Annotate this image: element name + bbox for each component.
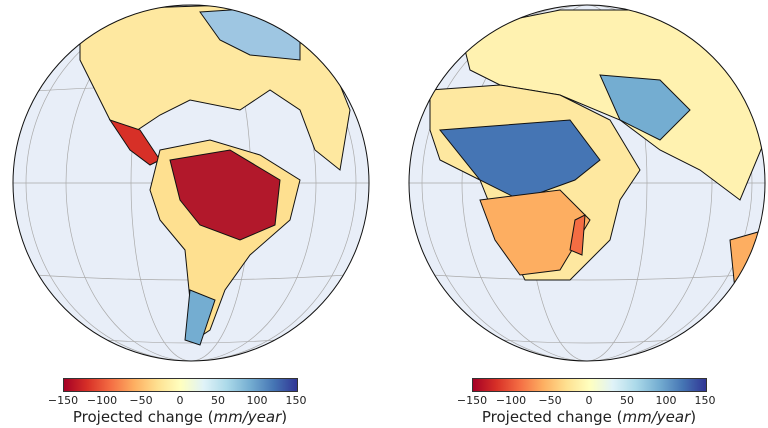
tick-label: 50 bbox=[620, 394, 634, 407]
tick-label: 100 bbox=[246, 394, 268, 407]
tick-label: −50 bbox=[129, 394, 153, 407]
colorbar-left bbox=[63, 378, 298, 392]
colorbar-right bbox=[472, 378, 707, 392]
colorbar-ticks-left: −150 −100 −50 0 50 100 150 bbox=[48, 394, 323, 408]
tick-label: −150 bbox=[456, 394, 488, 407]
colorbar-ticks-right: −150 −100 −50 0 50 100 150 bbox=[457, 394, 732, 408]
tick-label: 0 bbox=[176, 394, 184, 407]
landmass bbox=[79, 5, 351, 346]
globe-outline bbox=[12, 4, 370, 362]
globe-americas bbox=[12, 4, 370, 362]
colorbar-label-right: Projected change (mm/year) bbox=[481, 408, 697, 426]
tick-label: 150 bbox=[285, 394, 307, 407]
tick-label: −150 bbox=[47, 394, 79, 407]
tick-label: 150 bbox=[694, 394, 716, 407]
colorbar-label-left: Projected change (mm/year) bbox=[72, 408, 288, 426]
tick-label: −100 bbox=[86, 394, 118, 407]
globe-outline bbox=[408, 4, 766, 362]
tick-label: −50 bbox=[538, 394, 562, 407]
globe-africa-eurasia bbox=[408, 4, 766, 362]
tick-label: 0 bbox=[585, 394, 593, 407]
tick-label: −100 bbox=[495, 394, 527, 407]
tick-label: 100 bbox=[655, 394, 677, 407]
tick-label: 50 bbox=[211, 394, 225, 407]
